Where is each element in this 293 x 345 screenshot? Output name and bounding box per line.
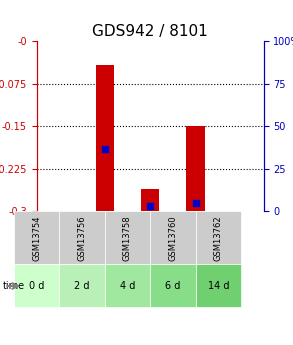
FancyBboxPatch shape xyxy=(14,264,59,307)
Text: GSM13760: GSM13760 xyxy=(168,215,177,261)
FancyBboxPatch shape xyxy=(14,211,59,264)
FancyBboxPatch shape xyxy=(59,264,105,307)
FancyBboxPatch shape xyxy=(59,211,105,264)
Text: GSM13756: GSM13756 xyxy=(78,215,86,261)
Text: GSM13758: GSM13758 xyxy=(123,215,132,261)
Text: 4 d: 4 d xyxy=(120,281,135,291)
FancyBboxPatch shape xyxy=(196,211,241,264)
Text: 0 d: 0 d xyxy=(29,281,44,291)
Text: 2 d: 2 d xyxy=(74,281,90,291)
FancyBboxPatch shape xyxy=(105,264,150,307)
FancyBboxPatch shape xyxy=(150,264,196,307)
Text: GSM13754: GSM13754 xyxy=(32,215,41,261)
FancyBboxPatch shape xyxy=(105,211,150,264)
Title: GDS942 / 8101: GDS942 / 8101 xyxy=(92,24,208,39)
Text: GSM13762: GSM13762 xyxy=(214,215,223,261)
Bar xyxy=(96,65,114,211)
Text: time: time xyxy=(3,281,25,291)
Text: 6 d: 6 d xyxy=(165,281,180,291)
Bar xyxy=(141,189,159,211)
Text: 14 d: 14 d xyxy=(207,281,229,291)
Bar xyxy=(186,126,205,211)
FancyBboxPatch shape xyxy=(196,264,241,307)
FancyBboxPatch shape xyxy=(150,211,196,264)
